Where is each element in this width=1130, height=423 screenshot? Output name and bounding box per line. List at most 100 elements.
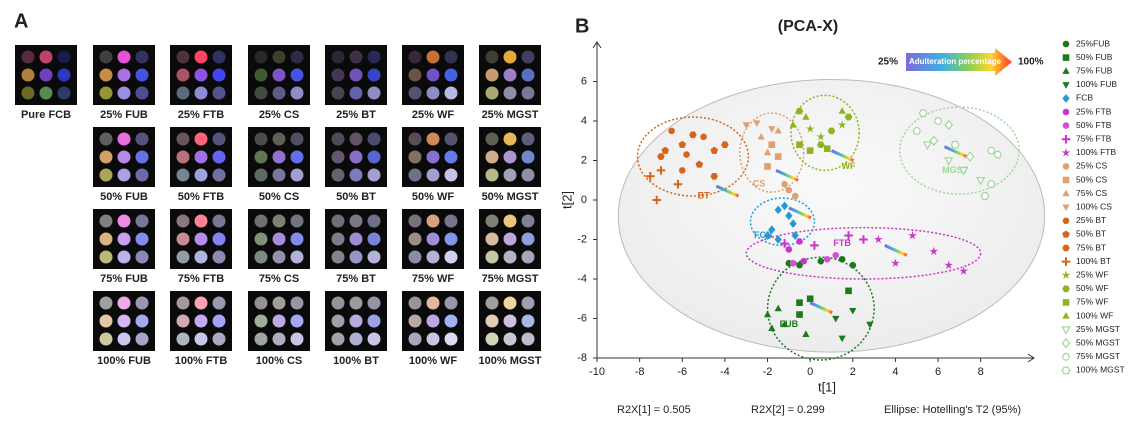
sensor-dot <box>254 314 268 328</box>
data-point <box>849 307 857 315</box>
data-point <box>774 205 782 215</box>
tile-label: 75% BT <box>336 273 376 285</box>
trend-arrow <box>943 145 968 159</box>
sensor-dot <box>408 296 422 310</box>
sensor-dot <box>485 250 499 264</box>
legend-marker <box>1062 94 1070 103</box>
footer-text: R2X[2] = 0.299 <box>751 404 825 416</box>
data-point <box>785 186 793 194</box>
sensor-dot <box>99 68 113 82</box>
sensor-dot <box>290 232 304 246</box>
sensor-dot <box>408 68 422 82</box>
sensor-dot <box>194 150 208 164</box>
data-point <box>817 141 825 148</box>
group-ellipse <box>766 256 875 361</box>
sensor-dot <box>485 314 499 328</box>
sensor-dot <box>117 296 131 310</box>
sensor-dot <box>503 232 517 246</box>
sensor-dot <box>290 86 304 100</box>
tile-label: 50% CS <box>259 191 299 203</box>
legend-marker <box>1062 352 1070 361</box>
legend-label: FCB <box>1076 93 1093 103</box>
sensor-dot <box>57 86 71 100</box>
y-tick-label: -4 <box>577 273 587 285</box>
data-point <box>908 230 917 240</box>
sensor-dot <box>408 250 422 264</box>
data-point <box>976 177 986 186</box>
sensor-dot <box>444 132 458 146</box>
sensor-dot <box>176 168 190 182</box>
data-point <box>678 140 687 148</box>
sensor-dot <box>272 86 286 100</box>
data-point <box>950 140 960 149</box>
sensor-dot <box>367 296 381 310</box>
x-tick-label: -8 <box>635 366 645 378</box>
data-point <box>873 234 883 244</box>
data-point <box>823 145 831 152</box>
sensor-dot <box>444 50 458 64</box>
sensor-tile <box>170 127 232 187</box>
sensor-dot <box>521 332 535 346</box>
sensor-dot <box>521 250 535 264</box>
sensor-dot <box>444 68 458 82</box>
legend-marker <box>1061 270 1071 279</box>
sensor-dot <box>117 86 131 100</box>
data-point <box>849 261 857 269</box>
data-point <box>774 304 782 312</box>
legend-label: 50% BT <box>1076 229 1106 239</box>
sensor-dot <box>485 132 499 146</box>
sensor-dot <box>485 86 499 100</box>
tile-label: 25% CS <box>259 109 299 121</box>
data-point <box>838 107 846 114</box>
sensor-dot <box>503 86 517 100</box>
sensor-dot <box>408 214 422 228</box>
x-axis-label: t[1] <box>818 379 836 394</box>
sensor-dot <box>194 132 208 146</box>
sensor-dot <box>503 68 517 82</box>
y-tick-label: -6 <box>577 312 587 324</box>
tile-label: 100% CS <box>256 355 302 367</box>
data-point <box>838 335 846 343</box>
tile-label: 25% FTB <box>178 109 225 121</box>
sensor-dot <box>176 296 190 310</box>
legend-label: 100% WF <box>1076 310 1113 320</box>
sensor-dot <box>212 50 226 64</box>
sensor-dot <box>331 314 345 328</box>
sensor-dot <box>349 232 363 246</box>
data-point <box>944 157 954 166</box>
data-point <box>838 255 846 263</box>
sensor-dot <box>426 168 440 182</box>
legend-marker <box>1062 163 1070 170</box>
sensor-dot <box>349 86 363 100</box>
sensor-dot <box>521 132 535 146</box>
trend-arrow <box>775 169 799 182</box>
gradient-start: 25% <box>878 57 898 68</box>
data-point <box>805 124 815 133</box>
legend-label: 100% FUB <box>1076 79 1117 89</box>
sensor-tile <box>402 127 464 187</box>
sensor-dot <box>408 132 422 146</box>
data-point <box>832 315 840 323</box>
legend-marker <box>1061 366 1071 375</box>
sensor-dot <box>367 250 381 264</box>
x-tick-label: -6 <box>677 366 687 378</box>
sensor-dot <box>176 68 190 82</box>
data-point <box>781 180 788 188</box>
legend-marker <box>1062 176 1070 184</box>
sensor-dot <box>194 314 208 328</box>
sensor-dot <box>135 314 149 328</box>
sensor-dot <box>485 232 499 246</box>
x-tick-label: 6 <box>935 366 941 378</box>
sensor-dot <box>212 250 226 264</box>
sensor-dot <box>176 132 190 146</box>
sensor-dot <box>521 50 535 64</box>
sensor-dot <box>426 314 440 328</box>
sensor-dot <box>117 68 131 82</box>
data-point <box>918 109 928 117</box>
data-point <box>959 167 969 176</box>
legend-marker <box>1062 108 1070 116</box>
sensor-dot <box>426 150 440 164</box>
sensor-dot <box>99 214 113 228</box>
y-tick-label: 4 <box>581 115 587 127</box>
data-point <box>796 311 803 318</box>
